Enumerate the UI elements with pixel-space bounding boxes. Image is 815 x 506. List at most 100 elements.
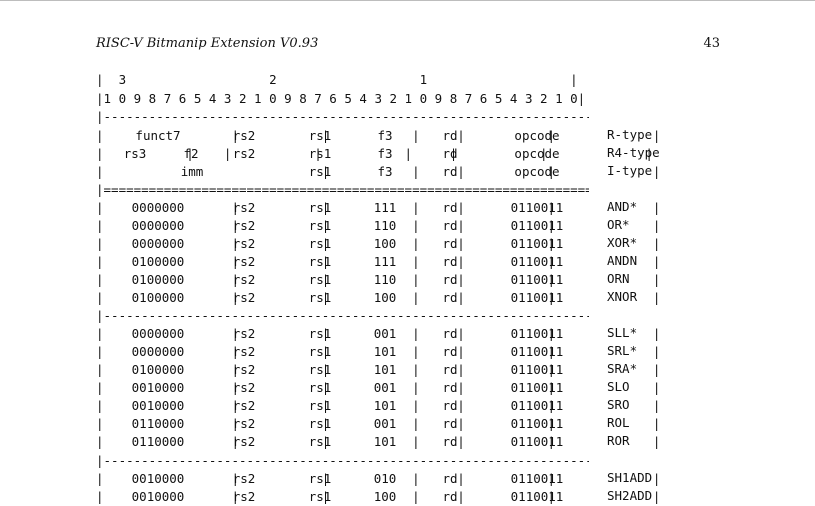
- instruction-name: OR*: [607, 217, 630, 232]
- field-rs2: rs2: [232, 146, 256, 161]
- field-f2: f2: [183, 146, 199, 161]
- field-rs1: rs1: [308, 362, 332, 377]
- field-f3: 001: [373, 326, 397, 341]
- field-funct7: 0000000: [131, 200, 185, 215]
- field-funct7: 0000000: [131, 344, 185, 359]
- field-rs1: rs1: [308, 471, 332, 486]
- field-f3: 100: [373, 290, 397, 305]
- field-rs2: rs2: [232, 471, 256, 486]
- field-imm: imm: [180, 164, 204, 179]
- instruction-name: SRO: [607, 397, 630, 412]
- field-rs1: rs1: [308, 290, 332, 305]
- field-f3: 100: [373, 489, 397, 504]
- field-funct7: 0100000: [131, 362, 185, 377]
- field-rd: rd: [442, 146, 458, 161]
- field-funct7: funct7: [135, 128, 181, 143]
- field-rd: rd: [442, 434, 458, 449]
- instruction-name: SLL*: [607, 325, 638, 340]
- format-row-r4-type: | | | | | | | | rs3 f2 rs2 rs1 f3 rd opcode: [96, 146, 653, 161]
- field-rs2: rs2: [232, 326, 256, 341]
- format-label-r-type: R-type: [607, 127, 653, 142]
- field-f3: 001: [373, 380, 397, 395]
- field-rs1: rs1: [308, 218, 332, 233]
- field-opcode: opcode: [514, 146, 560, 161]
- field-f3: 110: [373, 272, 397, 287]
- instruction-name: SH2ADD: [607, 488, 653, 503]
- field-opcode: opcode: [514, 164, 560, 179]
- instruction-name: XNOR: [607, 289, 638, 304]
- field-opcode: 0110011: [510, 380, 564, 395]
- format-label-r4-type: R4-type: [607, 145, 660, 160]
- field-rs2: rs2: [232, 416, 256, 431]
- field-opcode: 0110011: [510, 218, 564, 233]
- field-f3: 111: [373, 200, 397, 215]
- field-rs2: rs2: [232, 344, 256, 359]
- field-f3: f3: [377, 164, 393, 179]
- table-separator: |---------------------------------------…: [96, 308, 589, 323]
- field-rs2: rs2: [232, 380, 256, 395]
- instruction-name: AND*: [607, 199, 638, 214]
- field-rd: rd: [442, 362, 458, 377]
- field-rs3: rs3: [123, 146, 147, 161]
- field-rs1: rs1: [308, 380, 332, 395]
- instruction-name: ANDN: [607, 253, 638, 268]
- field-rs1: rs1: [308, 236, 332, 251]
- field-rs2: rs2: [232, 128, 256, 143]
- field-rs2: rs2: [232, 489, 256, 504]
- field-funct7: 0110000: [131, 416, 185, 431]
- instruction-name: SRA*: [607, 361, 638, 376]
- format-row-r-type: | | | | | | | funct7 rs2 rs1 f3 rd opcode: [96, 128, 661, 143]
- field-rs1: rs1: [308, 146, 332, 161]
- field-rd: rd: [442, 471, 458, 486]
- field-f3: f3: [377, 128, 393, 143]
- table-separator: |---------------------------------------…: [96, 453, 589, 468]
- field-f3: 110: [373, 218, 397, 233]
- field-rs2: rs2: [232, 290, 256, 305]
- format-row-i-type: | | | | | | imm rs1 f3 rd opcode: [96, 164, 661, 179]
- field-rs1: rs1: [308, 272, 332, 287]
- field-rs1: rs1: [308, 254, 332, 269]
- field-rs2: rs2: [232, 254, 256, 269]
- bit-index-tens-line: | 3 2 1 |: [96, 72, 578, 87]
- instruction-name: ROL: [607, 415, 630, 430]
- field-rd: rd: [442, 290, 458, 305]
- field-opcode: 0110011: [510, 200, 564, 215]
- field-opcode: 0110011: [510, 362, 564, 377]
- instruction-name: SH1ADD: [607, 470, 653, 485]
- field-funct7: 0100000: [131, 290, 185, 305]
- field-rs2: rs2: [232, 236, 256, 251]
- field-rd: rd: [442, 200, 458, 215]
- instruction-name: SLO: [607, 379, 630, 394]
- field-f3: 101: [373, 362, 397, 377]
- field-rd: rd: [442, 398, 458, 413]
- table-double-separator: |=======================================…: [96, 182, 589, 197]
- field-rs1: rs1: [308, 128, 332, 143]
- field-rs1: rs1: [308, 416, 332, 431]
- field-funct7: 0010000: [131, 489, 185, 504]
- field-f3: 101: [373, 434, 397, 449]
- field-f3: 101: [373, 398, 397, 413]
- field-funct7: 0110000: [131, 434, 185, 449]
- field-rs2: rs2: [232, 218, 256, 233]
- field-rs1: rs1: [308, 344, 332, 359]
- field-f3: 100: [373, 236, 397, 251]
- running-header-title: RISC-V Bitmanip Extension V0.93: [96, 36, 319, 51]
- field-rs1: rs1: [308, 200, 332, 215]
- field-opcode: 0110011: [510, 471, 564, 486]
- field-funct7: 0100000: [131, 254, 185, 269]
- field-rs2: rs2: [232, 200, 256, 215]
- table-separator: |---------------------------------------…: [96, 109, 589, 124]
- field-funct7: 0000000: [131, 218, 185, 233]
- field-rs1: rs1: [308, 164, 332, 179]
- field-rs2: rs2: [232, 434, 256, 449]
- page-top-rule: [0, 0, 815, 1]
